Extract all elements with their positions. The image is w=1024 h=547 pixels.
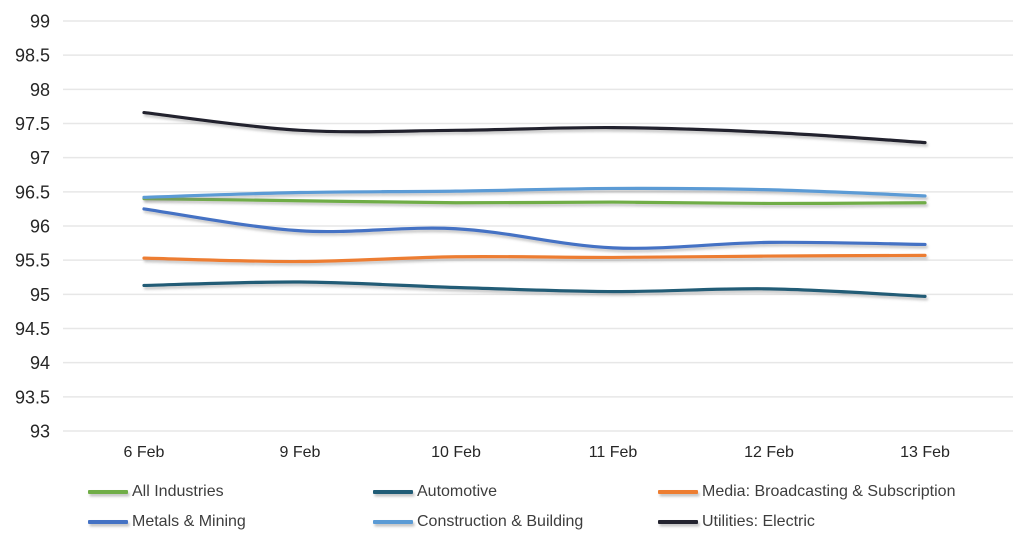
- legend-item-automotive: Automotive: [373, 482, 497, 502]
- legend-label-media: Media: Broadcasting & Subscription: [702, 483, 956, 500]
- series-line-automotive: [142, 280, 927, 298]
- y-axis-tick-label: 93: [30, 422, 50, 442]
- y-axis-tick-label: 99: [30, 12, 50, 32]
- legend-label-utilities-electric: Utilities: Electric: [702, 513, 815, 530]
- series-line-all-industries: [142, 197, 927, 206]
- y-axis-tick-label: 95: [30, 285, 50, 305]
- x-axis-tick-label: 11 Feb: [589, 444, 638, 461]
- y-axis-tick-label: 98.5: [15, 46, 50, 66]
- legend-swatch-utilities-electric: [658, 520, 698, 524]
- y-axis-tick-label: 97.5: [15, 114, 50, 134]
- x-axis-tick-label: 13 Feb: [900, 444, 950, 461]
- y-axis-labels: 99 98.5 98 97.5 97 96.5 96 95.5 95 94.5 94 93.5 93: [15, 12, 50, 442]
- legend-item-all-industries: All Industries: [88, 482, 224, 502]
- x-axis-tick-label: 9 Feb: [280, 444, 321, 461]
- x-axis-tick-label: 6 Feb: [124, 444, 165, 461]
- legend-label-metals-mining: Metals & Mining: [132, 513, 246, 530]
- y-axis-tick-label: 93.5: [15, 387, 50, 407]
- legend-label-automotive: Automotive: [417, 483, 498, 500]
- legend-swatch-automotive: [373, 490, 413, 494]
- legend-swatch-media: [658, 490, 698, 494]
- legend-swatch-all-industries: [88, 490, 128, 494]
- y-axis-tick-label: 94: [30, 353, 50, 373]
- x-axis-tick-label: 10 Feb: [431, 444, 481, 461]
- legend-item-construction-building: Construction & Building: [373, 512, 583, 532]
- legend-item-metals-mining: Metals & Mining: [88, 512, 246, 532]
- plot-area: 99 98.5 98 97.5 97 96.5 96 95.5 95 94.5 94 93.5 93 6…: [15, 12, 1013, 461]
- y-axis-tick-label: 95.5: [15, 251, 50, 271]
- y-axis-tick-label: 96: [30, 217, 50, 237]
- chart-legend: All Industries Automotive Media: Broadca…: [0, 478, 1024, 547]
- legend-swatch-metals-mining: [88, 520, 128, 524]
- series-line-utilities-electric: [142, 110, 927, 145]
- legend-item-utilities-electric: Utilities: Electric: [658, 512, 815, 532]
- legend-label-construction-building: Construction & Building: [417, 513, 584, 530]
- series-lines: [142, 110, 927, 298]
- series-line-media-broadcasting-subscription: [142, 253, 927, 264]
- legend-item-media: Media: Broadcasting & Subscription: [658, 482, 955, 502]
- y-axis-tick-label: 97: [30, 148, 50, 168]
- series-line-metals-mining: [142, 207, 927, 250]
- y-axis-tick-label: 98: [30, 80, 50, 100]
- y-axis-tick-label: 96.5: [15, 182, 50, 202]
- legend-label-all-industries: All Industries: [132, 483, 224, 500]
- x-axis-tick-label: 12 Feb: [744, 444, 794, 461]
- series-line-construction-building: [142, 186, 927, 199]
- gridlines: [63, 20, 1013, 432]
- x-axis-labels: 6 Feb 9 Feb 10 Feb 11 Feb 12 Feb 13 Feb: [124, 444, 950, 461]
- y-axis-tick-label: 94.5: [15, 319, 50, 339]
- legend-swatch-construction-building: [373, 520, 413, 524]
